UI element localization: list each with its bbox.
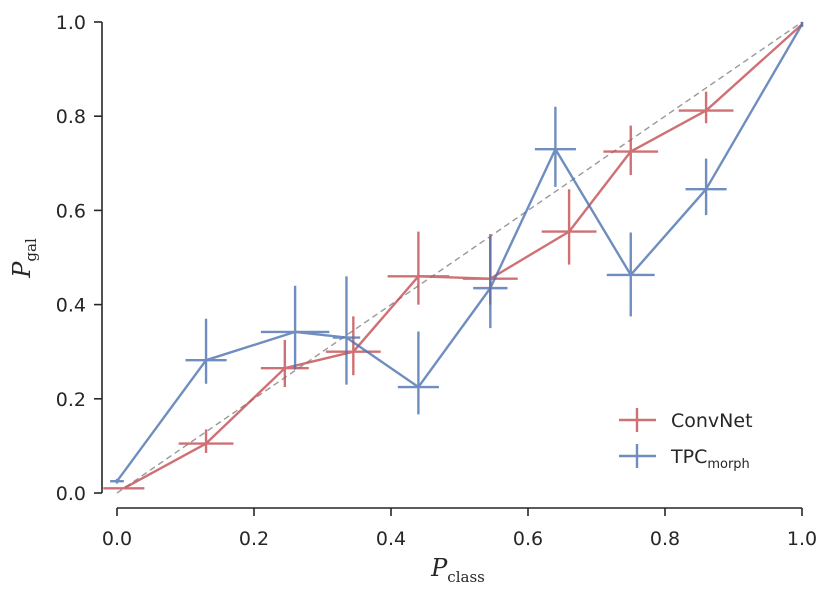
series-convnet [103, 22, 804, 490]
y-tick-label: 0.2 [56, 389, 86, 411]
series-line [123, 23, 803, 490]
x-tick-label: 1.0 [787, 528, 817, 550]
x-tick-label: 0.0 [102, 528, 132, 550]
reference-diagonal-line [116, 21, 803, 494]
y-tick-label: 0.8 [56, 106, 86, 128]
axes: 0.0 0.2 0.4 0.6 0.8 1.0 0.0 0.2 0.4 0.6 0.8 1.0 [56, 12, 817, 550]
legend-label: ConvNet [671, 410, 753, 432]
y-tick-label: 1.0 [56, 12, 86, 34]
y-tick-label: 0.0 [56, 483, 86, 505]
series-line [116, 23, 804, 482]
y-tick-label: 0.4 [56, 295, 86, 317]
x-tick-label: 0.2 [239, 528, 269, 550]
legend-item [619, 408, 656, 432]
y-axis-label: Pgal [8, 238, 40, 279]
x-axis-label: Pclass [430, 554, 485, 586]
legend-label: TPCmorph [670, 446, 750, 472]
y-tick-label: 0.6 [56, 200, 86, 222]
series-group [103, 22, 804, 490]
legend-item [619, 444, 656, 468]
x-tick-label: 0.4 [376, 528, 406, 550]
legend: ConvNet TPCmorph [619, 408, 753, 472]
x-tick-label: 0.6 [513, 528, 543, 550]
x-tick-label: 0.8 [650, 528, 680, 550]
series-tpcmorph [110, 22, 804, 484]
